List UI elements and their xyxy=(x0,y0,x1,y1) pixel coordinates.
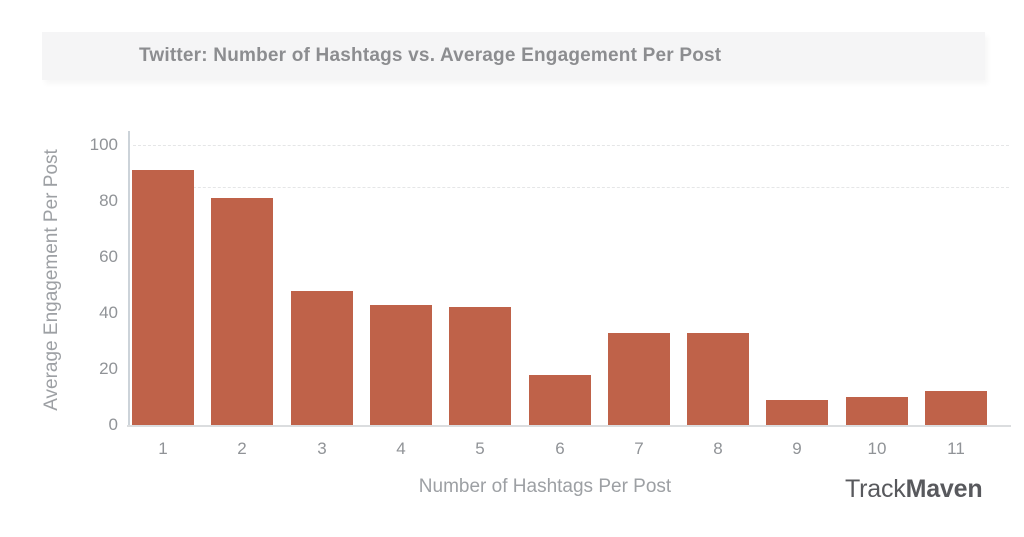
y-axis-title: Average Engagement Per Post xyxy=(41,149,62,411)
y-tick-label-40: 40 xyxy=(99,303,118,322)
bar-hashtags-7 xyxy=(608,333,670,425)
y-axis-line xyxy=(128,131,130,426)
x-tick-label-1: 1 xyxy=(158,439,168,458)
y-tick-label-0: 0 xyxy=(108,415,118,434)
bar-hashtags-3 xyxy=(291,291,353,425)
bar-hashtags-8 xyxy=(687,333,749,425)
x-axis-title: Number of Hashtags Per Post xyxy=(418,476,672,497)
bar-hashtags-10 xyxy=(846,397,908,425)
x-tick-label-4: 4 xyxy=(396,439,406,458)
bar-hashtags-2 xyxy=(211,198,273,425)
bar-hashtags-4 xyxy=(370,305,432,425)
bar-hashtags-6 xyxy=(529,375,591,425)
bar-hashtags-11 xyxy=(925,391,987,425)
x-tick-label-3: 3 xyxy=(317,439,327,458)
faint-dashed-gridline-85 xyxy=(133,187,1009,188)
x-tick-label-6: 6 xyxy=(555,439,565,458)
x-tick-label-9: 9 xyxy=(792,439,802,458)
trackmaven-logo: TrackMaven xyxy=(845,475,983,504)
x-tick-label-5: 5 xyxy=(475,439,485,458)
x-axis-line xyxy=(127,425,1011,427)
bar-hashtags-1 xyxy=(132,170,194,425)
y-tick-label-80: 80 xyxy=(99,191,118,210)
chart-title: Twitter: Number of Hashtags vs. Average … xyxy=(139,45,722,66)
x-tick-label-11: 11 xyxy=(947,439,965,458)
logo-maven: Maven xyxy=(905,475,983,503)
x-tick-label-10: 10 xyxy=(867,439,887,458)
y-tick-label-20: 20 xyxy=(99,359,118,378)
y-tick-label-60: 60 xyxy=(99,247,118,266)
bar-hashtags-5 xyxy=(449,307,511,425)
logo-track: Track xyxy=(845,475,906,503)
y-tick-label-100: 100 xyxy=(89,135,118,154)
bar-hashtags-9 xyxy=(766,400,828,425)
chart-title-banner: Twitter: Number of Hashtags vs. Average … xyxy=(42,32,985,80)
faint-dashed-gridline-100 xyxy=(133,145,1009,146)
x-tick-label-2: 2 xyxy=(237,439,247,458)
x-tick-label-7: 7 xyxy=(634,439,644,458)
x-tick-label-8: 8 xyxy=(713,439,723,458)
